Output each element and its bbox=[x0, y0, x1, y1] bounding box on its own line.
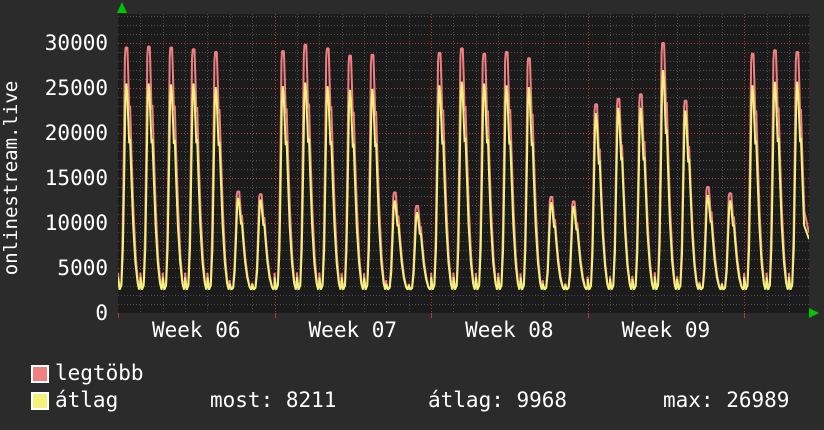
legend-swatch-atlag bbox=[31, 392, 49, 410]
y-axis-tick-label: 0 bbox=[95, 301, 108, 325]
x-axis-tick-label: Week 07 bbox=[308, 318, 398, 342]
series-line-daily-average bbox=[118, 70, 809, 291]
stat-max: max: 26989 bbox=[663, 388, 790, 412]
chart-canvas bbox=[118, 14, 809, 313]
x-axis-week-tickmark bbox=[431, 313, 432, 318]
stat-most: most: 8211 bbox=[210, 388, 337, 412]
y-axis-tick-label: 25000 bbox=[44, 75, 108, 100]
y-axis-tick-label: 30000 bbox=[44, 30, 108, 55]
x-axis-arrow-right-icon bbox=[809, 308, 819, 318]
y-axis-arrow-up-icon bbox=[117, 2, 127, 13]
legend-label-legtobb: legtöbb bbox=[55, 361, 144, 385]
y-axis-tick-label: 15000 bbox=[44, 165, 108, 190]
plot-area bbox=[118, 14, 809, 313]
x-axis-tick-label: Week 09 bbox=[621, 318, 711, 342]
x-axis-week-tickmark bbox=[275, 313, 276, 318]
x-axis-tick-label: Week 08 bbox=[465, 318, 554, 342]
legend-swatch-legtobb bbox=[31, 365, 49, 383]
x-axis-week-tickmark bbox=[744, 313, 745, 318]
x-axis-week-tickmark bbox=[588, 313, 589, 318]
y-axis-tick-label: 5000 bbox=[57, 255, 108, 280]
y-axis-tick-label: 10000 bbox=[44, 210, 108, 235]
legend-label-atlag: átlag bbox=[55, 388, 119, 412]
stat-atlag: átlag: 9968 bbox=[428, 388, 568, 412]
x-axis-week-tickmark bbox=[118, 313, 119, 318]
y-axis-tick-label: 20000 bbox=[44, 120, 108, 145]
x-axis-tick-label: Week 06 bbox=[152, 318, 241, 342]
y-axis-title: onlinestream.live bbox=[0, 80, 22, 276]
